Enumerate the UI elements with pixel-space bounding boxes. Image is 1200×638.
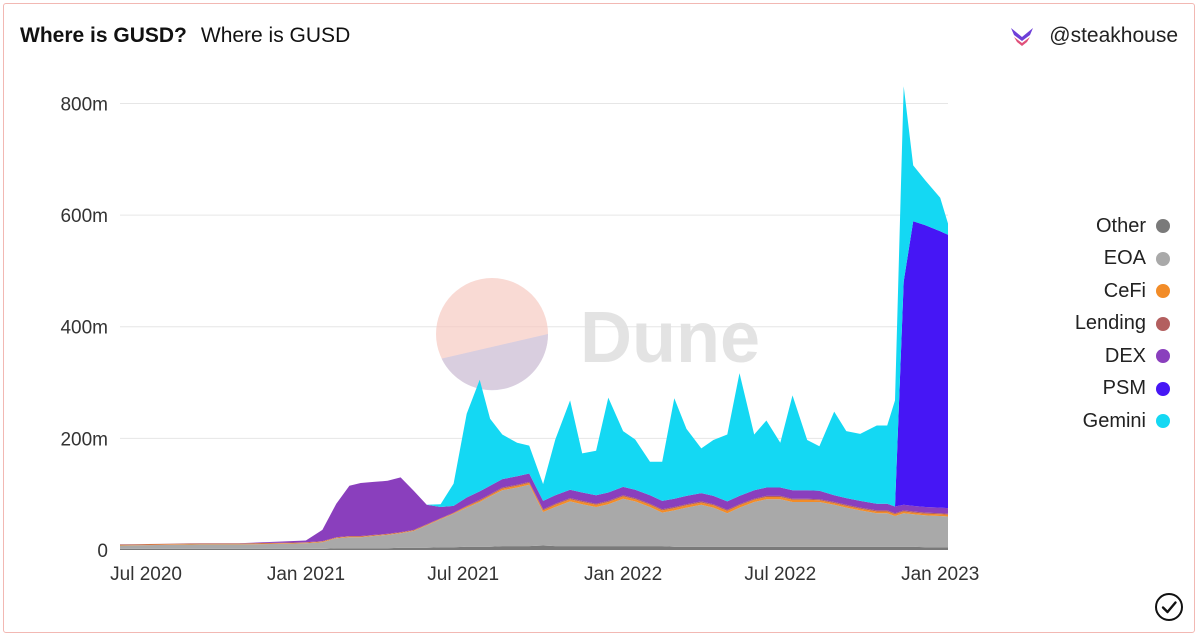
legend-label: Lending xyxy=(1074,312,1146,335)
x-tick-label: Jul 2020 xyxy=(110,564,182,585)
legend-label: EOA xyxy=(1103,247,1146,270)
chart-header: Where is GUSD? Where is GUSD xyxy=(20,24,350,48)
legend-item-gemini[interactable]: Gemini xyxy=(1040,405,1170,438)
legend-label: CeFi xyxy=(1103,279,1146,302)
legend-item-lending[interactable]: Lending xyxy=(1040,308,1170,341)
legend-label: Gemini xyxy=(1082,409,1146,432)
legend-swatch xyxy=(1156,316,1170,331)
legend-item-psm[interactable]: PSM xyxy=(1040,373,1170,406)
x-tick-label: Jul 2022 xyxy=(744,564,816,585)
legend-item-cefi[interactable]: CeFi xyxy=(1040,275,1170,308)
check-circle-icon[interactable] xyxy=(1154,592,1184,622)
y-tick-label: 0 xyxy=(97,541,108,562)
legend-item-dex[interactable]: DEX xyxy=(1040,340,1170,373)
legend-swatch xyxy=(1156,284,1170,299)
dune-logo-segment xyxy=(441,334,549,391)
chart-title: Where is GUSD? xyxy=(20,24,187,47)
legend-swatch xyxy=(1156,349,1170,364)
y-tick-label: 600m xyxy=(60,206,108,227)
legend-label: Other xyxy=(1095,214,1146,237)
x-tick-label: Jan 2022 xyxy=(584,564,662,585)
brand[interactable]: @steakhouse xyxy=(1009,24,1178,48)
legend-item-other[interactable]: Other xyxy=(1040,210,1170,243)
brand-handle: @steakhouse xyxy=(1049,24,1178,47)
y-tick-label: 800m xyxy=(60,94,108,115)
x-tick-label: Jan 2021 xyxy=(267,564,345,585)
legend-label: PSM xyxy=(1102,377,1146,400)
area-eoa xyxy=(120,484,948,549)
legend-swatch xyxy=(1156,381,1170,396)
legend-swatch xyxy=(1156,414,1170,429)
x-tick-label: Jan 2023 xyxy=(901,564,979,585)
legend-swatch xyxy=(1156,219,1170,234)
legend: Other EOA CeFi Lending DEX PSM Gemini xyxy=(1040,210,1170,438)
legend-swatch xyxy=(1156,251,1170,266)
legend-item-eoa[interactable]: EOA xyxy=(1040,243,1170,276)
y-tick-label: 400m xyxy=(60,318,108,339)
steakhouse-logo-icon xyxy=(1011,28,1034,46)
y-tick-label: 200m xyxy=(60,429,108,450)
chart-subtitle: Where is GUSD xyxy=(200,24,351,47)
area-gemini xyxy=(120,86,948,545)
x-tick-label: Jul 2021 xyxy=(427,564,499,585)
legend-label: DEX xyxy=(1104,344,1146,367)
dune-watermark: Dune xyxy=(436,278,760,391)
area-dex xyxy=(120,473,948,545)
watermark-text: Dune xyxy=(580,298,760,378)
area-other xyxy=(120,545,948,550)
